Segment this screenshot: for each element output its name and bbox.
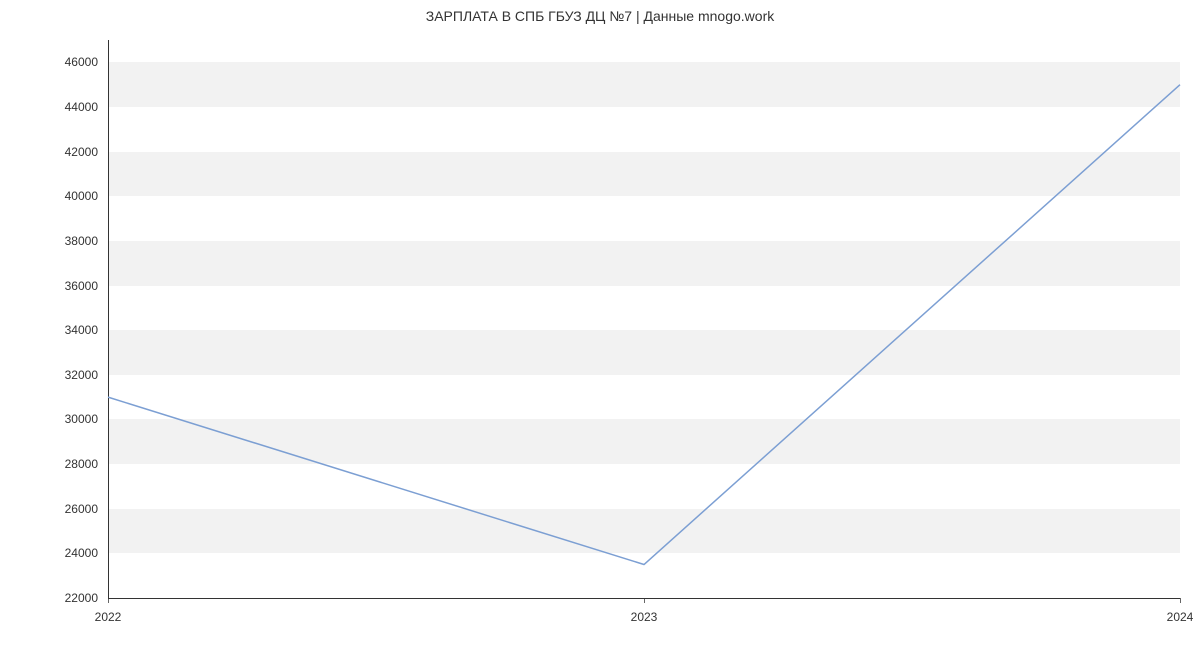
y-tick-label: 44000 [65, 100, 108, 114]
y-tick-label: 30000 [65, 412, 108, 426]
chart-container: ЗАРПЛАТА В СПБ ГБУЗ ДЦ №7 | Данные mnogo… [0, 0, 1200, 650]
y-tick-label: 40000 [65, 189, 108, 203]
series-line [108, 40, 1180, 598]
y-tick-label: 46000 [65, 55, 108, 69]
plot-area: 2200024000260002800030000320003400036000… [108, 40, 1180, 598]
y-tick-label: 24000 [65, 546, 108, 560]
y-tick-label: 26000 [65, 502, 108, 516]
y-tick-label: 28000 [65, 457, 108, 471]
y-tick-label: 42000 [65, 145, 108, 159]
chart-title: ЗАРПЛАТА В СПБ ГБУЗ ДЦ №7 | Данные mnogo… [0, 8, 1200, 24]
x-tick-mark [1180, 598, 1181, 603]
y-tick-label: 34000 [65, 323, 108, 337]
y-tick-label: 32000 [65, 368, 108, 382]
y-tick-label: 36000 [65, 279, 108, 293]
x-axis-line [108, 598, 1180, 599]
y-tick-label: 38000 [65, 234, 108, 248]
